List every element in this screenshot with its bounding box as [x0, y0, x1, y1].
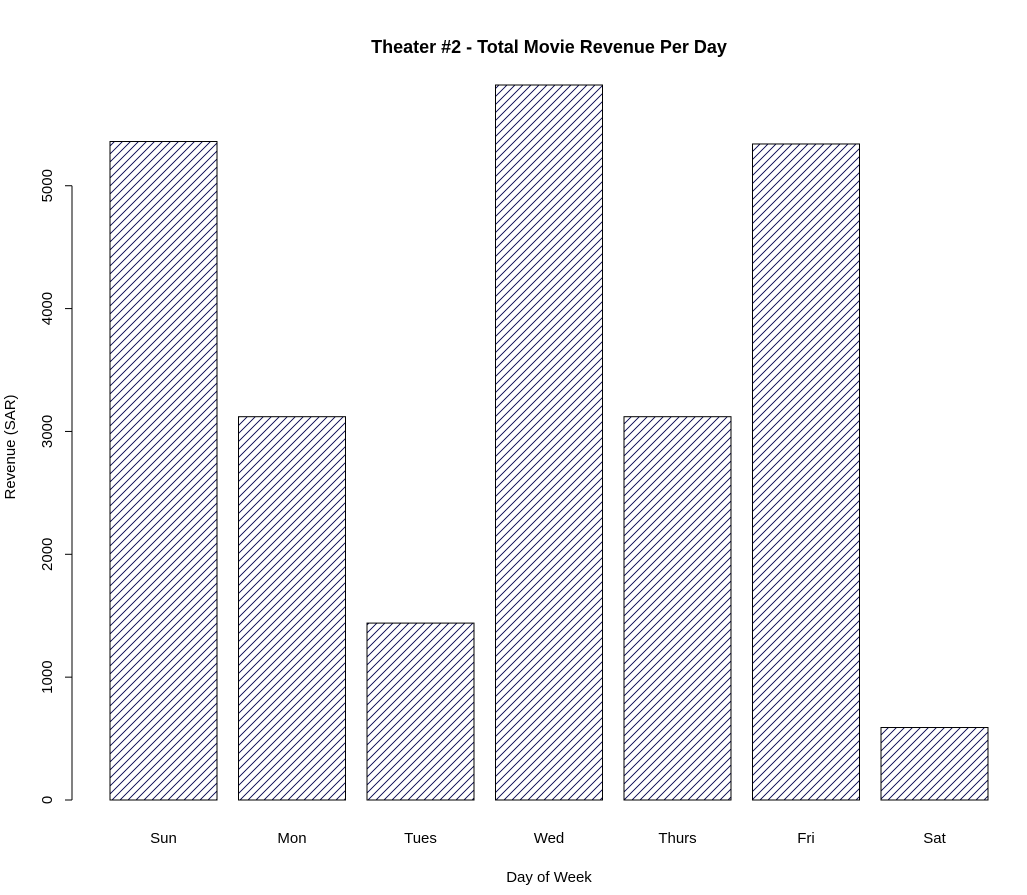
y-axis: 0 1000 2000 3000 4000 5000: [39, 169, 73, 804]
y-tick-label: 2000: [39, 538, 56, 571]
x-tick-label: Fri: [797, 830, 815, 847]
x-tick-label: Mon: [277, 830, 306, 847]
bar-sun: [109, 141, 218, 801]
x-axis-label: Day of Week: [506, 869, 592, 886]
y-tick-label: 5000: [39, 169, 56, 202]
bar-mon: [238, 416, 346, 801]
bar-sat: [880, 727, 989, 801]
x-tick-label: Sun: [150, 830, 177, 847]
bars: [109, 84, 989, 801]
y-tick-label: 1000: [39, 660, 56, 693]
x-tick-label: Sat: [923, 830, 946, 847]
plot-area: [109, 84, 989, 801]
y-tick-label: 4000: [39, 292, 56, 325]
x-tick-label: Wed: [534, 830, 565, 847]
bar-fri: [752, 143, 860, 801]
bar-thurs: [623, 416, 732, 801]
y-axis-label: Revenue (SAR): [2, 394, 19, 499]
y-tick-label: 3000: [39, 415, 56, 448]
x-tick-labels: Sun Mon Tues Wed Thurs Fri Sat: [150, 830, 946, 847]
bar-wed: [495, 84, 603, 801]
y-tick-label: 0: [39, 796, 56, 804]
bar-tues: [366, 622, 475, 801]
chart-title: Theater #2 - Total Movie Revenue Per Day: [371, 37, 727, 57]
x-tick-label: Thurs: [658, 830, 696, 847]
x-tick-label: Tues: [404, 830, 437, 847]
